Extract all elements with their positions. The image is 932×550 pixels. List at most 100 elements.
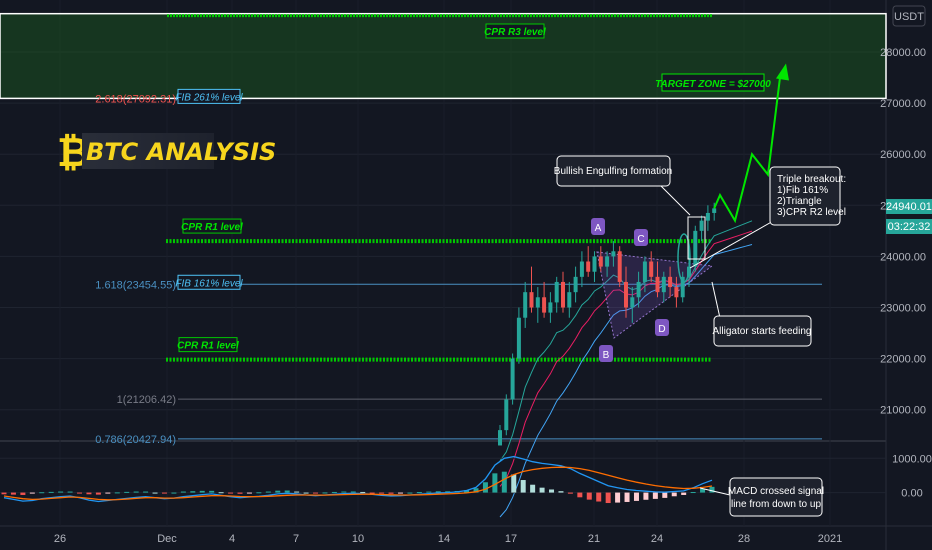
candle-body <box>668 276 673 288</box>
breakout-callout-text: Triple breakout: <box>777 174 846 185</box>
cpr-label-box <box>178 337 238 353</box>
macd-histogram-bar <box>20 492 26 495</box>
macd-histogram-bar <box>29 492 35 494</box>
candle-body <box>611 251 616 257</box>
macd-histogram-bar <box>416 492 422 494</box>
price-axis[interactable]: USDT 28000.0027000.0026000.0025000.00240… <box>880 5 932 500</box>
macd-histogram-bar <box>331 491 337 493</box>
pattern-point-bg <box>655 319 669 336</box>
macd-histogram-bar <box>662 492 668 498</box>
engulfing-callout-text: Bullish Engulfing formation <box>554 166 672 177</box>
title-bg <box>82 133 214 169</box>
macd-histogram-bar <box>95 492 101 495</box>
macd-histogram-bar <box>275 490 281 493</box>
macd-histogram-bar <box>539 487 545 493</box>
macd-histogram-bar <box>407 492 413 494</box>
time-tick-label: 10 <box>352 533 364 545</box>
fib-tag-box <box>177 88 241 104</box>
macd-tick-label: 0.00 <box>901 488 922 500</box>
candle-body <box>642 261 647 282</box>
fib-label: 1.618(23454.55) <box>95 279 176 291</box>
macd-histogram-bar <box>199 490 205 493</box>
macd-histogram-bar <box>209 490 215 493</box>
macd-histogram-bar <box>530 484 536 493</box>
candle-body <box>680 276 685 298</box>
time-tick-label: 4 <box>229 533 235 545</box>
price-tick-label: 26000.00 <box>880 149 926 161</box>
countdown-tag <box>886 219 932 234</box>
macd-histogram-bar <box>397 492 403 494</box>
alligator-callout-text: Alligator starts feeding <box>713 326 812 337</box>
macd-histogram-bar <box>464 490 470 493</box>
candle-body <box>567 292 572 308</box>
candle-body <box>542 297 547 313</box>
btc-analysis-logo: ₿ BTC ANALYSIS <box>57 130 276 176</box>
cpr-label: CPR R1 level <box>177 341 239 352</box>
candle-body <box>554 281 559 303</box>
candle-body <box>523 292 528 318</box>
candle-body <box>636 281 641 298</box>
candle-body <box>510 358 515 400</box>
time-axis[interactable]: 26 Dec 4 7 10 14 17 21 24 28 2021 <box>54 533 842 545</box>
callout-pointer <box>659 184 691 216</box>
currency-label: USDT <box>894 11 924 23</box>
pattern-point-label: A <box>595 223 602 234</box>
macd-histogram-bar <box>445 491 451 493</box>
candle-body <box>624 281 628 308</box>
candle-body <box>605 256 610 267</box>
price-tick-label: 27000.00 <box>880 98 926 110</box>
macd-histogram-bar <box>303 492 309 494</box>
macd-histogram-bar <box>124 491 130 493</box>
engulfing-highlight <box>677 233 691 283</box>
time-tick-label: Dec <box>157 533 177 545</box>
time-tick-label: 7 <box>293 533 299 545</box>
macd-histogram-bar <box>652 492 658 499</box>
candle-body <box>573 276 578 293</box>
candle-body <box>674 287 679 298</box>
fib-levels: 2.618(27092.31) FIB 261% level 1.618(23454… <box>95 88 822 446</box>
candle-body <box>630 297 635 308</box>
macd-callout <box>729 477 823 517</box>
pattern-point-bg <box>591 218 605 235</box>
macd-histogram-bar <box>190 491 196 493</box>
macd-histogram-bar <box>180 491 186 493</box>
callout-pointer <box>699 487 731 496</box>
target-zone-box <box>661 73 765 92</box>
macd-histogram-bar <box>341 491 347 493</box>
breakout-callout <box>769 166 841 226</box>
macd-histogram-bar <box>369 492 375 494</box>
macd-histogram-bar <box>67 491 73 493</box>
fib-label: 1(21206.42) <box>117 394 176 406</box>
alligator-callout <box>713 315 812 347</box>
pattern-point-bg <box>634 229 648 246</box>
macd-callout-text: MACD crossed signal <box>728 486 824 497</box>
macd-histogram-bar <box>228 492 234 494</box>
candle-body <box>649 261 654 277</box>
breakout-callout-text: 1)Fib 161% <box>777 185 828 196</box>
candle-body <box>598 256 603 267</box>
price-tick-label: 28000.00 <box>880 47 926 59</box>
macd-histogram-bar <box>473 488 479 493</box>
macd-histogram-bar <box>388 492 394 494</box>
currency-box[interactable] <box>892 5 926 27</box>
countdown-text: 03:22:32 <box>888 221 931 233</box>
candles <box>498 202 717 446</box>
macd-histogram-bar <box>77 492 83 494</box>
macd-histogram-bar <box>114 492 120 494</box>
breakout-callout-text: 3)CPR R2 level <box>777 207 846 218</box>
time-tick-label: 26 <box>54 533 66 545</box>
macd-histogram-bar <box>171 492 177 494</box>
candle-body <box>661 276 666 293</box>
macd-pane <box>0 455 886 504</box>
macd-histogram-bar <box>143 491 149 493</box>
candle-body <box>586 261 591 272</box>
candle-body <box>535 297 540 308</box>
macd-histogram-bar <box>624 492 630 502</box>
callout-pointer <box>689 219 776 269</box>
current-price-text: 24940.01 <box>886 201 932 213</box>
macd-histogram-bar <box>671 492 677 497</box>
breakout-callout-text: 2)Triangle <box>777 196 822 207</box>
callout-pointer <box>711 281 721 319</box>
time-tick-label: 2021 <box>818 533 842 545</box>
